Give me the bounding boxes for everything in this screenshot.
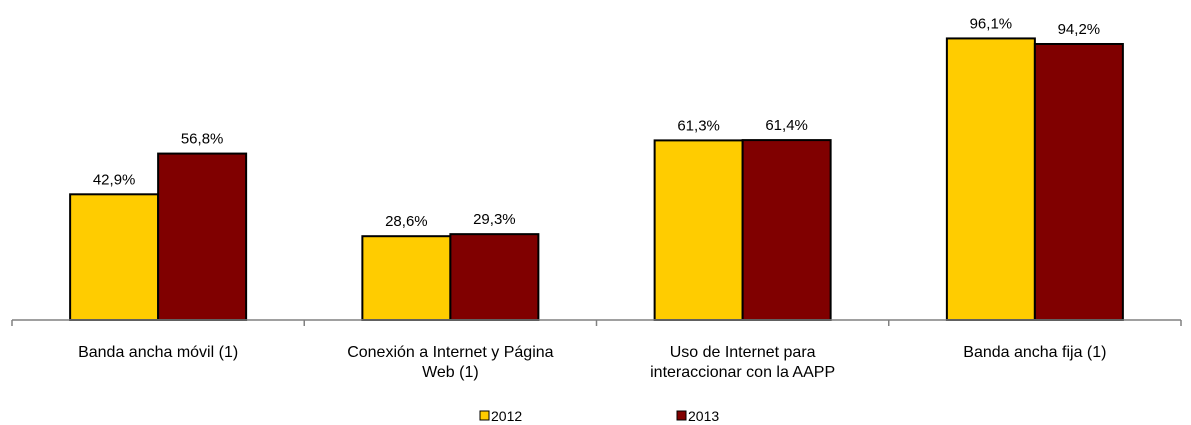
value-label: 96,1% [970, 15, 1013, 32]
bar [69, 193, 160, 321]
bar [361, 235, 452, 321]
x-tick-label: Conexión a Internet y Página Web (1) [347, 344, 554, 381]
value-label: 42,9% [93, 171, 136, 188]
value-label: 61,4% [765, 117, 808, 134]
legend-label: 2012 [491, 408, 522, 424]
bar [1033, 42, 1124, 322]
legend-label: 2013 [688, 408, 719, 424]
bar [741, 139, 832, 321]
value-label: 29,3% [473, 211, 516, 228]
bar [945, 37, 1036, 321]
value-label: 94,2% [1058, 21, 1101, 38]
x-tick-label: Banda ancha fija (1) [963, 344, 1107, 361]
legend-swatch [479, 410, 490, 421]
bar [157, 152, 248, 321]
value-label: 28,6% [385, 213, 428, 230]
value-label: 56,8% [181, 131, 224, 148]
x-tick-label: Uso de Internet para interaccionar con l… [650, 344, 836, 381]
legend-swatch [676, 410, 687, 421]
x-tick-label: Banda ancha móvil (1) [78, 344, 239, 361]
value-label: 61,3% [677, 117, 720, 134]
bar [653, 139, 744, 321]
bar [449, 233, 540, 321]
